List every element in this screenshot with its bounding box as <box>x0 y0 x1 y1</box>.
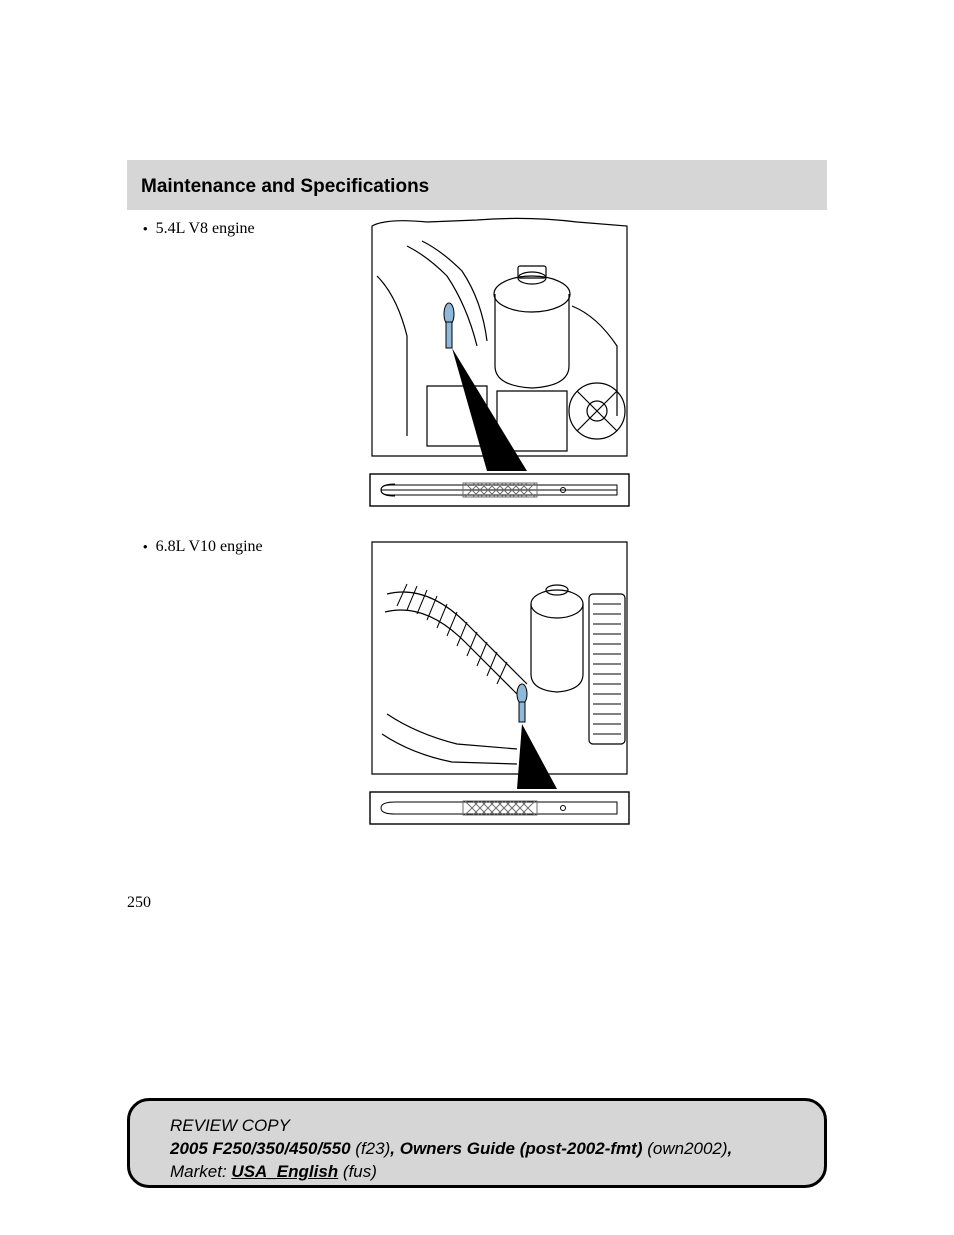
engine-diagram-v10 <box>367 534 632 834</box>
footer-guide-code: (own2002) <box>647 1139 727 1158</box>
page-number: 250 <box>127 894 827 912</box>
bullet-marker: • <box>143 220 148 238</box>
pointer-wedge <box>452 348 527 471</box>
footer-market-code: (fus) <box>343 1162 377 1181</box>
footer-review-copy: REVIEW COPY <box>170 1115 794 1138</box>
dipstick-gauge <box>370 792 629 824</box>
bullet-item: • 5.4L V8 engine <box>127 216 367 238</box>
page-content: Maintenance and Specifications • 5.4L V8… <box>127 160 827 912</box>
bullet-label: 6.8L V10 engine <box>156 538 263 556</box>
diagram-container <box>367 216 827 516</box>
footer-market-label: Market: <box>170 1162 227 1181</box>
bullet-marker: • <box>143 538 148 556</box>
footer-line3: Market: USA_English (fus) <box>170 1161 794 1184</box>
section-title: Maintenance and Specifications <box>141 176 429 197</box>
dipstick-gauge <box>370 474 629 506</box>
bullet-item: • 6.8L V10 engine <box>127 534 367 556</box>
engine-row-v10: • 6.8L V10 engine <box>127 534 827 834</box>
engine-diagram-v8 <box>367 216 632 516</box>
pointer-wedge <box>517 724 557 789</box>
footer-model-code: (f23) <box>355 1139 390 1158</box>
footer-model: 2005 F250/350/450/550 <box>170 1139 351 1158</box>
engine-row-v8: • 5.4L V8 engine <box>127 216 827 516</box>
footer-market-value: USA_English <box>231 1162 338 1181</box>
dipstick-highlight <box>517 684 527 722</box>
diagram-container <box>367 534 827 834</box>
section-header: Maintenance and Specifications <box>127 160 827 210</box>
bullet-label: 5.4L V8 engine <box>156 220 255 238</box>
footer-line2: 2005 F250/350/450/550 (f23), Owners Guid… <box>170 1138 794 1161</box>
footer-box: REVIEW COPY 2005 F250/350/450/550 (f23),… <box>127 1098 827 1188</box>
footer-guide: Owners Guide (post-2002-fmt) <box>400 1139 643 1158</box>
dipstick-highlight <box>444 303 454 348</box>
